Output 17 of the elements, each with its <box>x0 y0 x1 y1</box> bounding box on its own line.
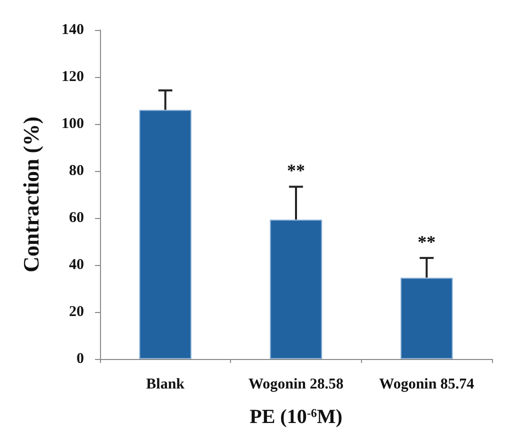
y-tick-label: 100 <box>62 116 84 132</box>
y-tick-label: 40 <box>69 257 84 273</box>
y-tick-label: 80 <box>69 163 84 179</box>
bar <box>139 110 192 359</box>
y-tick-label: 0 <box>76 351 84 367</box>
y-tick-label: 140 <box>62 22 84 38</box>
bar <box>400 278 453 359</box>
y-tick-label: 20 <box>69 304 84 320</box>
annotation: ** <box>418 232 436 252</box>
y-tick-label: 120 <box>62 69 84 85</box>
y-axis-title: Contraction (%) <box>18 116 44 272</box>
x-tick-label: Wogonin 85.74 <box>379 376 475 392</box>
annotation: ** <box>287 160 305 181</box>
y-tick-label: 60 <box>69 210 84 226</box>
x-tick-label: Wogonin 28.58 <box>248 376 344 392</box>
bar <box>270 220 322 359</box>
x-tick-label: Blank <box>146 376 186 392</box>
